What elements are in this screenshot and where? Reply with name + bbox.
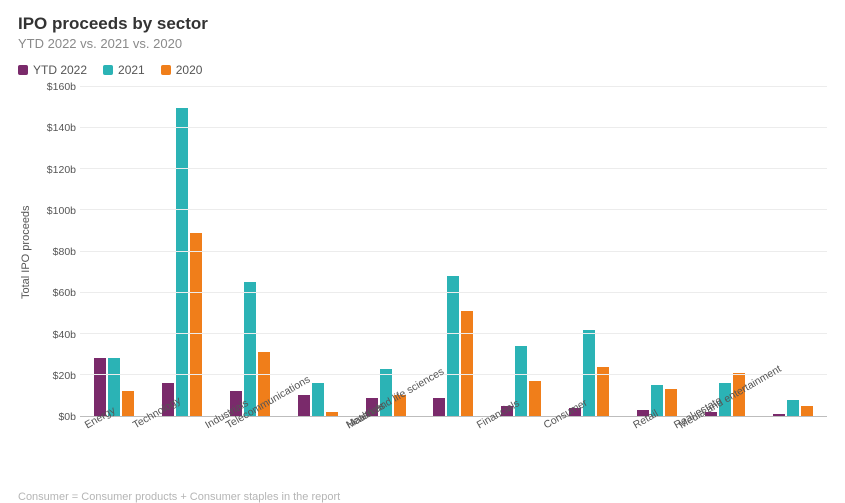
legend-item: 2020 [161,63,203,77]
bar-group [284,87,352,416]
grid-line [80,168,827,169]
legend-swatch [18,65,28,75]
y-axis-label: Total IPO proceeds [18,87,32,417]
bar [801,406,813,416]
y-tick: $80b [53,246,76,258]
grid-line [80,86,827,87]
bar [787,400,799,416]
chart-footnote: Consumer = Consumer products + Consumer … [18,491,827,503]
bar [312,383,324,416]
bar-group [148,87,216,416]
bar [190,233,202,416]
chart-subtitle: YTD 2022 vs. 2021 vs. 2020 [18,36,827,51]
bar [665,389,677,416]
chart-title: IPO proceeds by sector [18,14,827,34]
y-tick: $20b [53,370,76,382]
bar-group [555,87,623,416]
x-tick: Telecommunications [285,417,353,487]
chart-legend: YTD 2022 2021 2020 [18,63,827,77]
bar-groups [80,87,827,416]
legend-label: YTD 2022 [33,63,87,77]
bar-group [487,87,555,416]
y-tick: $100b [47,205,76,217]
bar [244,282,256,416]
bar [122,391,134,416]
x-tick: Real estate [692,417,760,487]
x-axis: EnergyTechnologyIndustrialsTelecommunica… [82,417,827,487]
y-tick: $120b [47,164,76,176]
bar-group [691,87,759,416]
plot-area [80,87,827,417]
grid-line [80,292,827,293]
x-tick: Materials [353,417,421,487]
chart-container: IPO proceeds by sector YTD 2022 vs. 2021… [0,0,845,503]
bar-group [216,87,284,416]
legend-item: YTD 2022 [18,63,87,77]
bar [529,381,541,416]
y-tick: $140b [47,122,76,134]
y-tick: $40b [53,329,76,341]
bar [326,412,338,416]
legend-item: 2021 [103,63,145,77]
y-axis: $0b$20b$40b$60b$80b$100b$120b$140b$160b [32,87,80,417]
plot-row: Total IPO proceeds $0b$20b$40b$60b$80b$1… [18,87,827,417]
legend-swatch [161,65,171,75]
grid-line [80,127,827,128]
bar [447,276,459,416]
bar [461,311,473,416]
bar-group [80,87,148,416]
y-tick: $60b [53,287,76,299]
grid-line [80,374,827,375]
y-tick: $160b [47,81,76,93]
grid-line [80,251,827,252]
bar-group [352,87,420,416]
y-tick: $0b [58,411,76,423]
x-tick: Media and entertainment [759,417,827,487]
legend-label: 2020 [176,63,203,77]
grid-line [80,333,827,334]
bar [773,414,785,416]
bar-group [623,87,691,416]
legend-label: 2021 [118,63,145,77]
bar [433,398,445,417]
x-tick: Consumer [556,417,624,487]
legend-swatch [103,65,113,75]
grid-line [80,209,827,210]
bar-group [420,87,488,416]
bar [298,395,310,416]
bar [176,108,188,416]
